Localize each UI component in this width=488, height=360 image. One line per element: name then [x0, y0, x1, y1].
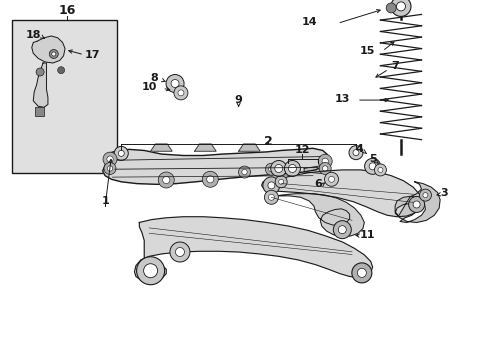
Text: 13: 13	[334, 94, 349, 104]
Circle shape	[390, 0, 410, 17]
Polygon shape	[33, 63, 48, 107]
Circle shape	[206, 176, 213, 183]
Circle shape	[107, 166, 113, 171]
Circle shape	[268, 194, 274, 200]
Circle shape	[238, 166, 250, 178]
Text: 8: 8	[150, 73, 158, 84]
Polygon shape	[304, 166, 326, 174]
Circle shape	[58, 67, 64, 74]
Circle shape	[288, 165, 296, 172]
Polygon shape	[268, 194, 364, 237]
Polygon shape	[150, 144, 172, 151]
Circle shape	[263, 177, 279, 194]
Text: 3: 3	[439, 188, 447, 198]
Text: 2: 2	[263, 135, 272, 148]
Text: 1: 1	[101, 196, 109, 206]
Circle shape	[107, 156, 113, 162]
Text: 7: 7	[390, 60, 398, 71]
Circle shape	[352, 150, 358, 156]
Circle shape	[284, 161, 300, 176]
Circle shape	[319, 162, 330, 175]
Polygon shape	[194, 144, 216, 151]
Circle shape	[163, 176, 169, 184]
Circle shape	[268, 166, 274, 172]
Circle shape	[338, 226, 346, 234]
Text: 9: 9	[234, 95, 242, 105]
Circle shape	[170, 242, 189, 262]
Text: 14: 14	[301, 17, 316, 27]
Circle shape	[374, 164, 386, 176]
Circle shape	[368, 163, 375, 170]
Text: 11: 11	[359, 230, 375, 240]
Circle shape	[267, 182, 274, 189]
Circle shape	[419, 189, 430, 201]
Circle shape	[377, 167, 382, 172]
Circle shape	[422, 193, 427, 198]
Circle shape	[412, 201, 419, 208]
Bar	[35, 107, 44, 116]
Circle shape	[103, 152, 117, 166]
Circle shape	[175, 248, 184, 256]
Text: 12: 12	[294, 145, 309, 156]
Polygon shape	[238, 144, 260, 151]
Text: 4: 4	[355, 144, 363, 154]
Circle shape	[351, 263, 371, 283]
Text: 16: 16	[58, 4, 76, 17]
Circle shape	[322, 158, 327, 165]
Polygon shape	[261, 170, 421, 217]
Circle shape	[118, 150, 124, 156]
Circle shape	[158, 172, 174, 188]
Circle shape	[52, 52, 56, 56]
Polygon shape	[394, 182, 439, 222]
Circle shape	[386, 3, 395, 13]
Circle shape	[322, 166, 327, 171]
Text: 10: 10	[141, 82, 157, 92]
Circle shape	[104, 162, 116, 175]
Circle shape	[36, 68, 44, 76]
Circle shape	[241, 170, 247, 175]
Circle shape	[49, 50, 58, 59]
Text: 15: 15	[359, 46, 375, 56]
Text: 18: 18	[25, 30, 41, 40]
Circle shape	[364, 158, 380, 174]
Circle shape	[264, 190, 278, 204]
Circle shape	[396, 2, 405, 11]
Circle shape	[143, 264, 157, 278]
Circle shape	[171, 80, 179, 87]
Circle shape	[333, 221, 350, 239]
Text: 6: 6	[313, 179, 321, 189]
Circle shape	[202, 171, 218, 187]
Polygon shape	[102, 148, 328, 184]
Circle shape	[278, 179, 283, 184]
Circle shape	[275, 176, 286, 188]
Circle shape	[265, 163, 277, 175]
Circle shape	[136, 257, 164, 285]
Polygon shape	[32, 36, 65, 63]
Text: 17: 17	[85, 50, 101, 60]
Circle shape	[324, 172, 338, 186]
Text: 5: 5	[368, 154, 376, 164]
Circle shape	[318, 154, 331, 168]
Circle shape	[408, 197, 424, 212]
Circle shape	[178, 90, 183, 96]
Polygon shape	[134, 217, 372, 282]
Circle shape	[174, 86, 187, 100]
Circle shape	[348, 146, 362, 159]
Circle shape	[166, 75, 183, 93]
Circle shape	[328, 176, 334, 182]
Bar	[12, 20, 117, 173]
Circle shape	[114, 147, 128, 160]
Circle shape	[357, 269, 366, 277]
Circle shape	[274, 165, 282, 172]
Circle shape	[270, 161, 286, 176]
